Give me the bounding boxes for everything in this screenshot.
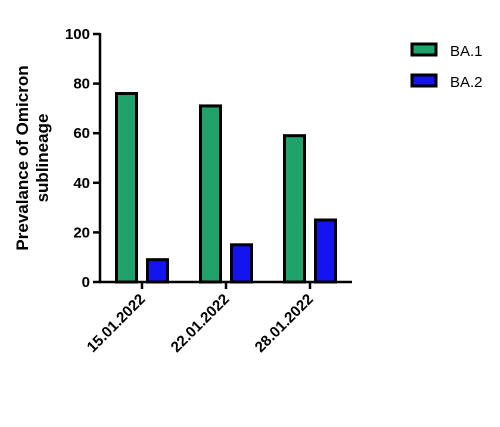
y-tick-label: 20 [73, 224, 90, 241]
bar [314, 218, 337, 284]
bar [199, 104, 222, 284]
y-axis-title-line: Prevalance of Omicron [13, 65, 32, 250]
x-tick-label: 28.01.2022 [252, 291, 317, 356]
y-tick-label: 80 [73, 76, 90, 93]
legend-swatch [410, 73, 438, 88]
legend-label: BA.1 [450, 43, 483, 60]
bar [115, 92, 138, 284]
y-tick-label: 100 [65, 26, 90, 43]
y-axis-title-line: sublineage [33, 114, 52, 203]
bar [283, 134, 306, 284]
y-tick-label: 40 [73, 175, 90, 192]
x-tick-label: 22.01.2022 [168, 291, 233, 356]
bar [230, 243, 253, 284]
y-tick-label: 60 [73, 125, 90, 142]
bar [146, 258, 169, 284]
legend-swatch [410, 42, 438, 57]
x-tick-label: 15.01.2022 [84, 291, 149, 356]
y-tick-label: 0 [82, 274, 90, 291]
legend-label: BA.2 [450, 74, 483, 91]
y-axis-title: Prevalance of Omicron sublineage [13, 65, 52, 250]
